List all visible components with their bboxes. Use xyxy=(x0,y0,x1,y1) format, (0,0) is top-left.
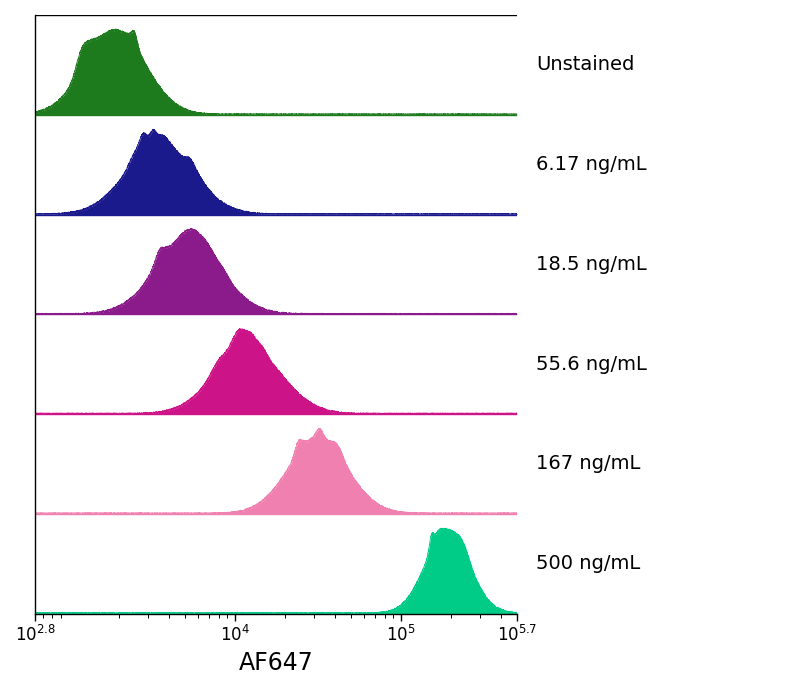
Text: 55.6 ng/mL: 55.6 ng/mL xyxy=(536,355,647,374)
Text: 18.5 ng/mL: 18.5 ng/mL xyxy=(536,255,647,274)
Text: 167 ng/mL: 167 ng/mL xyxy=(536,455,641,473)
Text: 500 ng/mL: 500 ng/mL xyxy=(536,554,641,573)
X-axis label: AF647: AF647 xyxy=(239,651,313,675)
Text: 6.17 ng/mL: 6.17 ng/mL xyxy=(536,155,647,174)
Text: Unstained: Unstained xyxy=(536,55,635,75)
